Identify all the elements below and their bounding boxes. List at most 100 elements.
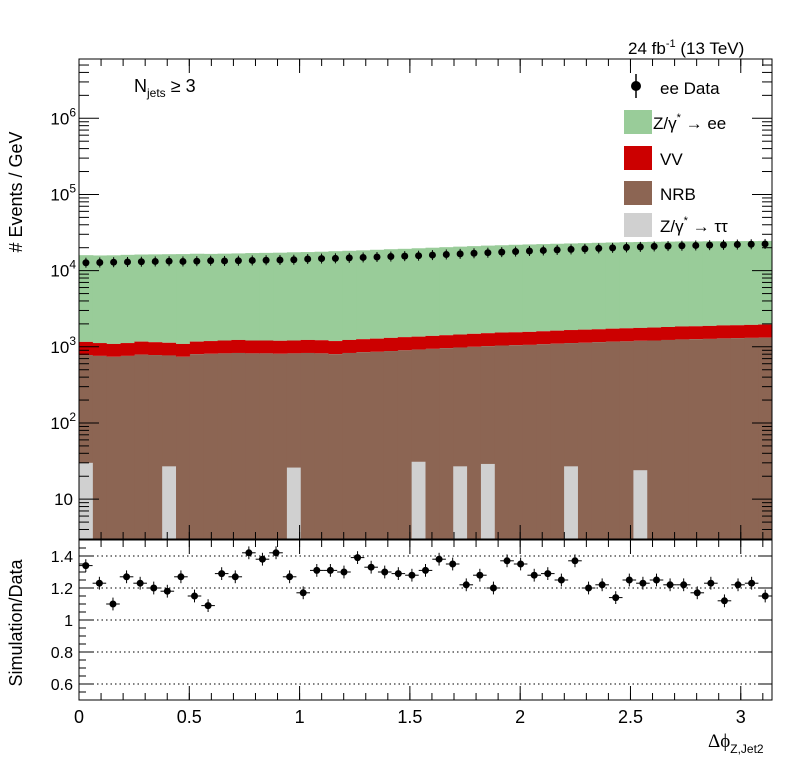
- bar-nrb-8: [189, 354, 205, 539]
- bar-ztt-29: [480, 463, 495, 539]
- data-point-44: [692, 241, 700, 249]
- data-point-37: [595, 244, 603, 252]
- bar-vv-24: [411, 336, 426, 350]
- bar-vv-8: [189, 341, 205, 355]
- ratio-point-35: [557, 576, 565, 584]
- ratio-point-20: [354, 554, 362, 562]
- bar-vv-4: [134, 341, 149, 355]
- bar-nrb-21: [370, 351, 385, 539]
- legend-swatch-vv: [624, 146, 652, 170]
- bar-vv-11: [231, 339, 246, 353]
- bar-vv-16: [300, 339, 316, 353]
- data-point-42: [664, 242, 672, 250]
- ratio-point-37: [585, 584, 593, 592]
- x-tick-label: 3: [736, 707, 746, 727]
- legend-label-nrb: NRB: [660, 185, 696, 204]
- bar-vv-33: [536, 331, 551, 345]
- y-axis-label-main: # Events / GeV: [6, 131, 26, 252]
- ratio-point-0: [82, 562, 90, 570]
- bar-nrb-39: [619, 341, 634, 539]
- bar-nrb-26: [439, 348, 454, 539]
- ratio-point-45: [693, 589, 701, 597]
- bar-nrb-34: [550, 343, 565, 539]
- bar-zee-16: [300, 252, 316, 340]
- bar-zee-18: [328, 251, 343, 342]
- ratio-point-7: [177, 573, 185, 581]
- bar-nrb-12: [245, 353, 260, 539]
- data-point-9: [207, 257, 215, 265]
- bar-vv-46: [716, 325, 731, 339]
- bar-vv-26: [439, 335, 454, 349]
- data-point-32: [525, 247, 533, 255]
- data-point-18: [331, 254, 339, 262]
- bar-nrb-49: [758, 337, 773, 539]
- data-point-24: [415, 252, 423, 260]
- x-tick-label: 0.5: [177, 707, 202, 727]
- bar-nrb-43: [674, 339, 690, 539]
- bar-nrb-7: [176, 356, 191, 539]
- bar-zee-8: [189, 253, 205, 342]
- data-point-25: [428, 251, 436, 259]
- data-point-22: [387, 253, 395, 261]
- ratio-point-32: [517, 560, 525, 568]
- bar-vv-39: [619, 328, 634, 342]
- bar-zee-43: [674, 241, 690, 327]
- bar-zee-39: [619, 242, 634, 329]
- bar-nrb-42: [661, 339, 676, 539]
- bar-vv-38: [605, 328, 621, 342]
- y-tick-label: 102: [50, 410, 76, 433]
- ratio-point-10: [218, 570, 226, 578]
- bar-zee-30: [494, 245, 510, 333]
- bar-nrb-5: [148, 355, 163, 539]
- bar-vv-15: [286, 340, 302, 354]
- bar-vv-19: [342, 339, 357, 353]
- bar-zee-15: [286, 252, 302, 341]
- data-point-19: [345, 254, 353, 262]
- bar-zee-47: [730, 241, 745, 326]
- legend-swatch-ztt: [624, 213, 652, 237]
- ratio-point-24: [408, 571, 416, 579]
- bar-nrb-17: [314, 353, 329, 539]
- data-point-20: [359, 253, 367, 261]
- bar-vv-22: [383, 337, 399, 352]
- data-point-43: [678, 242, 686, 250]
- bar-zee-48: [744, 241, 759, 325]
- bar-vv-13: [259, 340, 274, 354]
- bar-vv-17: [314, 340, 329, 354]
- data-point-47: [733, 241, 741, 249]
- bar-vv-5: [148, 342, 163, 356]
- bar-nrb-48: [744, 337, 759, 539]
- y-tick-label: 106: [50, 105, 76, 128]
- bar-vv-42: [661, 327, 676, 340]
- bar-vv-37: [591, 329, 607, 343]
- ratio-point-27: [449, 560, 457, 568]
- category-label: Njets ≥ 3: [134, 76, 196, 100]
- bar-nrb-22: [383, 351, 399, 539]
- bar-zee-20: [356, 250, 371, 340]
- bar-zee-2: [106, 255, 122, 344]
- ratio-y-tick-label: 1.4: [51, 549, 73, 566]
- bar-zee-26: [439, 247, 454, 336]
- ratio-point-8: [191, 592, 198, 600]
- bar-zee-34: [550, 243, 565, 331]
- ratio-point-4: [136, 579, 144, 587]
- data-point-33: [539, 246, 547, 254]
- data-point-35: [567, 245, 575, 253]
- bar-ztt-35: [564, 466, 578, 539]
- data-point-41: [650, 242, 658, 250]
- ratio-point-14: [272, 549, 280, 557]
- ratio-point-18: [326, 566, 334, 574]
- legend-swatch-nrb: [624, 181, 652, 205]
- bar-nrb-32: [522, 344, 537, 539]
- bar-vv-12: [245, 340, 260, 354]
- legend-label-data: ee Data: [660, 79, 720, 98]
- ratio-point-22: [381, 568, 389, 576]
- data-point-15: [290, 256, 298, 264]
- bar-nrb-2: [106, 356, 122, 539]
- bar-nrb-11: [231, 352, 246, 539]
- legend-entry-ztt: Z/γ* → ττ: [624, 213, 728, 237]
- bar-vv-31: [508, 332, 524, 346]
- data-point-31: [512, 248, 520, 256]
- bar-nrb-19: [342, 352, 357, 539]
- data-point-34: [553, 246, 561, 254]
